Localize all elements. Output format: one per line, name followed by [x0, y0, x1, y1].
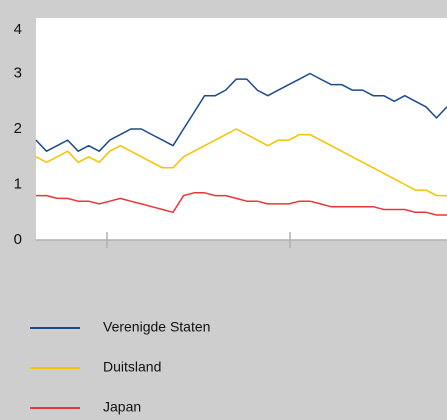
series-line	[36, 192, 447, 216]
y-tick-label: 1	[14, 175, 22, 192]
y-tick-label: 2	[14, 120, 22, 137]
series-line	[35, 128, 447, 197]
legend-label: Duitsland	[103, 359, 161, 375]
y-tick-label: 0	[14, 231, 22, 248]
legend-label: Verenigde Staten	[103, 319, 210, 335]
y-tick-label: 3	[14, 64, 22, 81]
y-tick-label: 4	[14, 21, 22, 38]
series-line	[35, 72, 447, 152]
legend-label: Japan	[103, 399, 141, 415]
plot-area	[36, 18, 447, 240]
